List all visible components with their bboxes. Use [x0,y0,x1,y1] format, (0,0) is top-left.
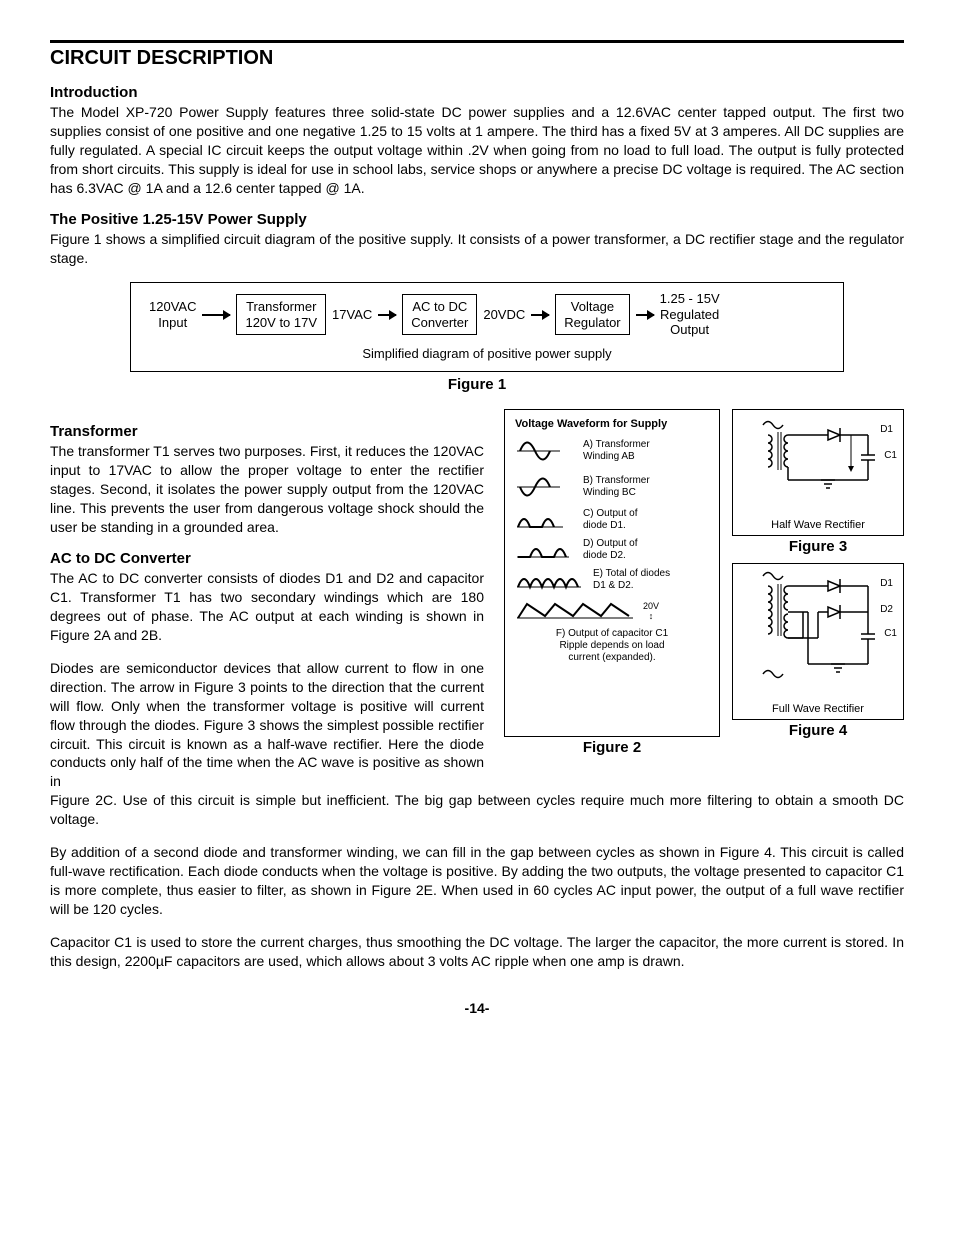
fig2-row-a: A) Transformer Winding AB [583,439,650,463]
acdc-text-2: Diodes are semiconductor devices that al… [50,659,484,791]
fig1-17vac-label: 17VAC [332,307,372,323]
fig2-row-c: C) Output of diode D1. [583,508,637,532]
figure-4-full-wave-rectifier: D1 D2 C1 Full Wave Rectifier [732,563,904,720]
figure-4-label: Figure 4 [732,722,904,739]
arrow-icon [636,314,654,316]
full-wave-icon [515,569,585,591]
fig3-title: Half Wave Rectifier [733,519,903,531]
figure-2-label: Figure 2 [504,739,720,756]
fig3-c1-label: C1 [884,450,897,461]
intro-text: The Model XP-720 Power Supply features t… [50,103,904,197]
half-wave-icon [515,539,575,561]
fig3-d1-label: D1 [880,424,893,435]
section-title: CIRCUIT DESCRIPTION [50,47,904,70]
sine-wave-icon [515,436,575,466]
fig2-footer: F) Output of capacitor C1 Ripple depends… [515,628,709,664]
fig2-ripple-voltage: 20V [643,601,659,611]
fig4-d1-label: D1 [880,578,893,589]
acdc-text-2b: Figure 2C. Use of this circuit is simple… [50,791,904,829]
figure-3-label: Figure 3 [732,538,904,555]
fig1-output-label: 1.25 - 15V Regulated Output [660,291,720,338]
fig1-caption: Simplified diagram of positive power sup… [149,346,825,361]
positive-supply-text: Figure 1 shows a simplified circuit diag… [50,230,904,268]
fig1-converter-box: AC to DC Converter [402,294,477,335]
fig4-d2-label: D2 [880,604,893,615]
transformer-text: The transformer T1 serves two purposes. … [50,442,484,536]
page-number: -14- [50,1000,904,1016]
acdc-text-3: By addition of a second diode and transf… [50,843,904,919]
acdc-heading: AC to DC Converter [50,550,484,567]
fig2-row-e: E) Total of diodes D1 & D2. [593,568,670,592]
fig2-title: Voltage Waveform for Supply [515,418,709,430]
arrow-icon [531,314,549,316]
figure-1-label: Figure 1 [50,376,904,393]
sine-wave-icon [515,472,575,502]
fig1-transformer-box: Transformer 120V to 17V [236,294,326,335]
arrow-icon [202,314,230,316]
figure-3-half-wave-rectifier: D1 C1 Half Wave Rectifier [732,409,904,536]
fig1-regulator-box: Voltage Regulator [555,294,629,335]
arrow-icon [378,314,396,316]
full-wave-circuit-icon [733,564,903,699]
fig4-c1-label: C1 [884,628,897,639]
acdc-text-1: The AC to DC converter consists of diode… [50,569,484,645]
fig2-row-d: D) Output of diode D2. [583,538,637,562]
intro-heading: Introduction [50,84,904,101]
acdc-text-4: Capacitor C1 is used to store the curren… [50,933,904,971]
half-wave-icon [515,509,575,531]
fig2-row-b: B) Transformer Winding BC [583,475,650,499]
fig1-input-label: 120VAC Input [149,299,196,330]
ripple-wave-icon [515,598,635,624]
positive-supply-heading: The Positive 1.25-15V Power Supply [50,211,904,228]
fig4-title: Full Wave Rectifier [733,703,903,715]
half-wave-circuit-icon [733,410,903,515]
transformer-heading: Transformer [50,423,484,440]
figure-2-waveforms: Voltage Waveform for Supply A) Transform… [504,409,720,737]
fig1-20vdc-label: 20VDC [483,307,525,323]
figure-1-block-diagram: 120VAC Input Transformer 120V to 17V 17V… [130,282,844,372]
